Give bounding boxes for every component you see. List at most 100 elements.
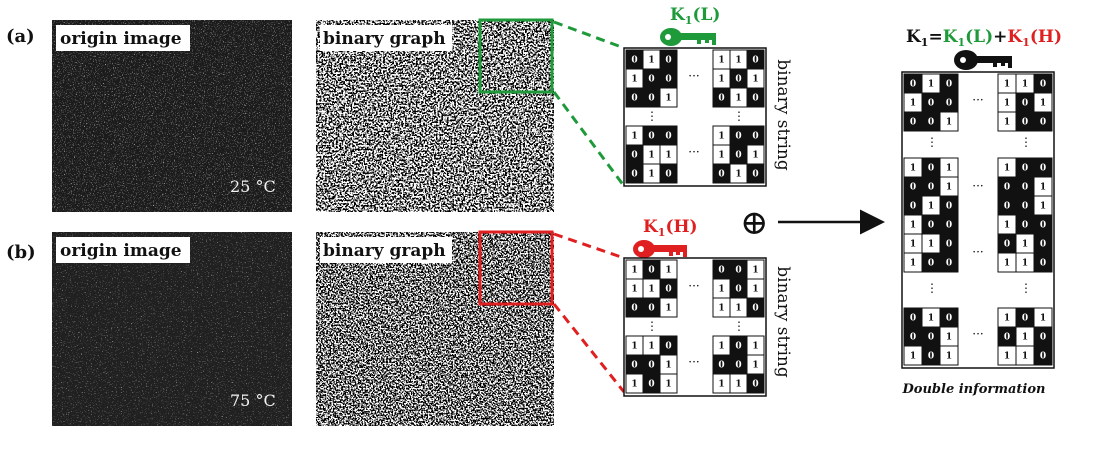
bit-value: 0	[735, 342, 741, 352]
bit-value: 1	[665, 361, 671, 371]
grid-block-tr: 0 0 1 1 0 1 1 1 0	[712, 259, 765, 318]
xor-symbol: ⊕	[740, 203, 769, 243]
bit-cell	[939, 111, 959, 132]
bit-value: 0	[631, 151, 637, 161]
bit-cell	[939, 345, 959, 366]
bit-value: 0	[752, 56, 758, 66]
bit-value: 1	[735, 170, 741, 180]
bit-value: 0	[1004, 240, 1010, 250]
bit-value: 1	[1040, 314, 1046, 324]
bit-value: 0	[1040, 80, 1046, 90]
bit-value: 0	[648, 380, 654, 390]
bit-value: 1	[752, 342, 758, 352]
bit-value: 1	[1004, 221, 1010, 231]
row-b-label: (b)	[6, 242, 36, 263]
bit-value: 0	[1004, 202, 1010, 212]
bit-value: 1	[718, 342, 724, 352]
bit-value: 0	[928, 118, 934, 128]
ellipsis-v: ⋮	[926, 281, 938, 295]
bit-value: 1	[648, 56, 654, 66]
bit-value: 0	[1040, 221, 1046, 231]
bit-value: 0	[1022, 99, 1028, 109]
bit-value: 0	[665, 285, 671, 295]
bit-value: 0	[946, 314, 952, 324]
bit-value: 1	[631, 285, 637, 295]
bit-value: 1	[752, 266, 758, 276]
ellipsis-h: ···	[972, 179, 983, 193]
ellipsis-h: ···	[688, 145, 699, 159]
grid-block: 1 1 0 1 0 1 1 0 0	[997, 73, 1053, 132]
bit-cell	[659, 163, 678, 184]
bit-value: 1	[910, 259, 916, 269]
bit-value: 1	[1022, 80, 1028, 90]
ellipsis-v: ⋮	[926, 135, 938, 149]
grid-block: 0 1 0 0 0 1 1 0 1	[903, 307, 959, 366]
bit-value: 1	[1004, 352, 1010, 362]
bit-value: 1	[910, 352, 916, 362]
bit-value: 0	[1040, 240, 1046, 250]
bit-value: 0	[910, 80, 916, 90]
bit-value: 1	[665, 151, 671, 161]
bit-value: 0	[946, 80, 952, 90]
bit-value: 1	[752, 285, 758, 295]
grid-block: 0 1 0 1 0 0 0 0 1	[903, 73, 959, 132]
bit-value: 0	[665, 132, 671, 142]
bit-value: 1	[718, 380, 724, 390]
bit-value: 0	[928, 99, 934, 109]
bit-cell	[746, 297, 765, 318]
bit-value: 1	[946, 352, 952, 362]
ellipsis-h: ···	[972, 245, 983, 259]
ellipsis-h: ···	[688, 355, 699, 369]
bit-value: 1	[1004, 164, 1010, 174]
bit-value: 0	[1040, 352, 1046, 362]
bit-value: 0	[631, 170, 637, 180]
bit-value: 1	[735, 380, 741, 390]
bit-value: 1	[648, 151, 654, 161]
bit-value: 0	[946, 240, 952, 250]
bit-value: 0	[928, 164, 934, 174]
bit-value: 1	[1004, 118, 1010, 128]
grid-block-br: 1 0 0 1 0 1 0 1 0	[712, 125, 765, 184]
binary-graph-a: binary graph	[316, 18, 554, 212]
bit-value: 0	[910, 118, 916, 128]
bit-value: 0	[928, 221, 934, 231]
binary-graph-b-title: binary graph	[323, 241, 446, 261]
bit-value: 0	[1004, 183, 1010, 193]
bit-cell	[746, 163, 765, 184]
bit-value: 0	[648, 304, 654, 314]
bit-value: 0	[648, 94, 654, 104]
binary-string-a: binary string	[773, 59, 793, 171]
bit-value: 0	[752, 94, 758, 104]
bit-value: 0	[718, 94, 724, 104]
bit-value: 0	[752, 380, 758, 390]
grid-block-bl: 1 1 0 0 0 1 1 0 1	[625, 335, 678, 394]
binary-string-b: binary string	[773, 266, 793, 378]
bit-value: 0	[648, 361, 654, 371]
bit-value: 1	[928, 202, 934, 212]
grid-block-tl: 0 1 0 1 0 0 0 0 1	[625, 49, 678, 108]
grid-block-tl: 1 0 1 1 1 0 0 0 1	[625, 259, 678, 318]
bit-value: 0	[1004, 333, 1010, 343]
bit-value: 0	[631, 56, 637, 66]
bit-value: 1	[735, 56, 741, 66]
bit-value: 1	[631, 132, 637, 142]
origin-image-b-title: origin image	[60, 241, 182, 261]
temperature-b: 75 °C	[230, 391, 276, 410]
bit-cell	[1033, 345, 1053, 366]
bit-cell	[746, 373, 765, 394]
bit-value: 1	[665, 304, 671, 314]
bit-value: 0	[648, 75, 654, 85]
bit-value: 0	[631, 94, 637, 104]
grid-block-tr: 1 1 0 1 0 1 0 1 0	[712, 49, 765, 108]
bit-value: 0	[665, 56, 671, 66]
bit-value: 1	[928, 240, 934, 250]
bit-cell	[746, 87, 765, 108]
zoom-line-b-top	[553, 232, 625, 260]
bit-value: 1	[1004, 314, 1010, 324]
bit-value: 0	[1022, 314, 1028, 324]
bit-value: 0	[752, 170, 758, 180]
bit-value: 1	[928, 80, 934, 90]
ellipsis-h: ···	[688, 279, 699, 293]
bit-value: 1	[735, 304, 741, 314]
